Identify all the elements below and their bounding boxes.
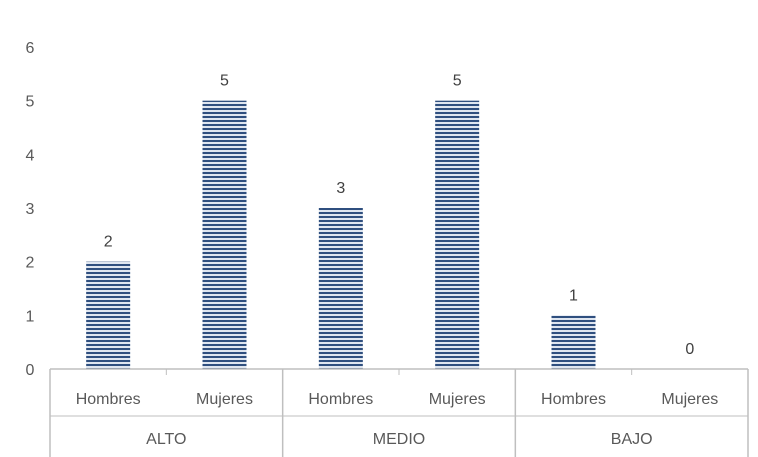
x-category-label: Hombres [541, 391, 606, 408]
bar-alto-hombres [86, 261, 131, 369]
y-axis: 0 1 2 3 4 5 6 [26, 40, 35, 379]
x-group-label: BAJO [611, 431, 653, 448]
y-tick-label: 4 [26, 147, 35, 164]
bars: 2 5 3 5 1 0 [86, 73, 694, 370]
x-category-label: Mujeres [196, 391, 253, 408]
y-tick-label: 3 [26, 201, 35, 218]
data-label: 2 [104, 234, 113, 251]
data-label: 3 [336, 180, 345, 197]
y-tick-label: 2 [26, 255, 35, 272]
x-category-label: Mujeres [429, 391, 486, 408]
y-tick-label: 0 [26, 362, 35, 379]
bar-bajo-hombres [551, 315, 596, 369]
x-group-label: MEDIO [373, 431, 425, 448]
x-group-label: ALTO [146, 431, 186, 448]
bar-medio-mujeres [435, 100, 480, 370]
y-tick-label: 1 [26, 308, 35, 325]
y-tick-label: 5 [26, 94, 35, 111]
bar-alto-mujeres [202, 100, 247, 370]
data-label: 0 [685, 341, 694, 358]
x-axis: Hombres Mujeres Hombres Mujeres Hombres Mujer… [49, 368, 749, 457]
x-category-label: Hombres [308, 391, 373, 408]
x-category-label: Mujeres [661, 391, 718, 408]
data-label: 5 [220, 73, 229, 90]
data-label: 1 [569, 287, 578, 304]
bar-medio-hombres [318, 208, 363, 369]
x-category-label: Hombres [76, 391, 141, 408]
data-label: 5 [453, 73, 462, 90]
y-tick-label: 6 [26, 40, 35, 57]
